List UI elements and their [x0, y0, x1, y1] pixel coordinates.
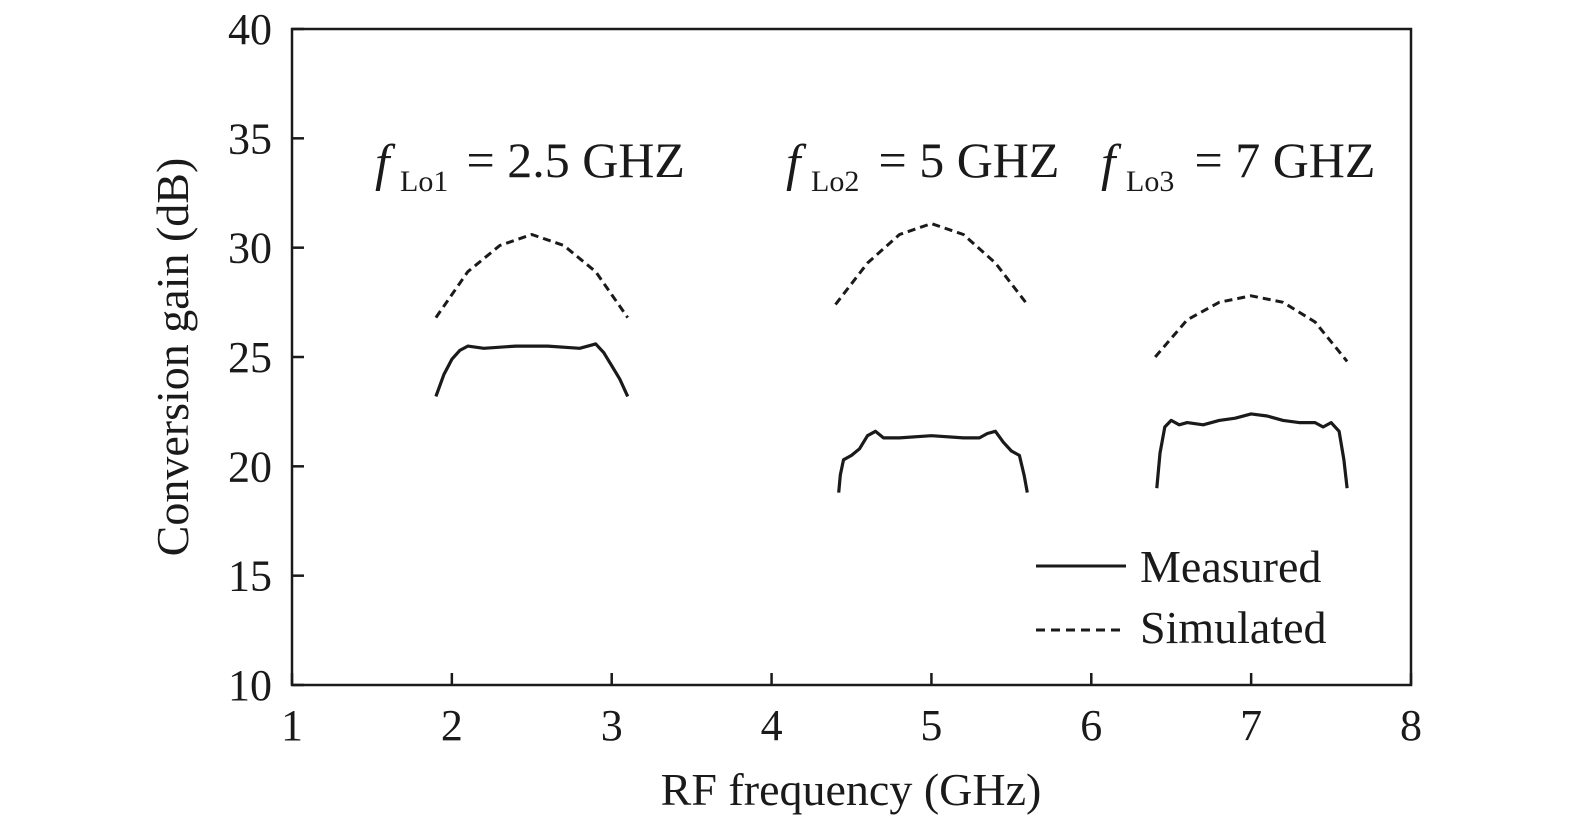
measured-line-3 [1155, 412, 1349, 489]
simulated-line-3 [1154, 294, 1349, 363]
annotation-lo2-text: = 5 GHZ [866, 132, 1059, 188]
annotation-lo3-f: f [1101, 135, 1122, 192]
series-layer [434, 222, 1349, 493]
y-tick-label: 20 [228, 442, 272, 491]
x-tick-label: 1 [281, 701, 303, 750]
annotation-lo1-text: = 2.5 GHZ [454, 132, 685, 188]
x-tick-label: 2 [441, 701, 463, 750]
simulated-line-2 [834, 222, 1029, 306]
annotation-lo1-f: f [375, 135, 396, 192]
measured-line-1 [434, 342, 630, 398]
annotation-lo3-text: = 7 GHZ [1182, 132, 1375, 188]
x-tick-label: 8 [1400, 701, 1422, 750]
y-tick-label: 25 [228, 333, 272, 382]
y-tick-label: 10 [228, 661, 272, 710]
y-tick-label: 30 [228, 224, 272, 273]
y-tick-label: 35 [228, 114, 272, 163]
legend-label-simulated: Simulated [1140, 602, 1327, 653]
x-axis-title: RF frequency (GHz) [661, 764, 1042, 815]
measured-line-2 [837, 429, 1029, 493]
y-axis-title: Conversion gain (dB) [147, 158, 198, 557]
legend: Measured Simulated [1036, 541, 1327, 653]
x-tick-label: 3 [601, 701, 623, 750]
annotation-lo2-sub: Lo2 [811, 165, 859, 198]
annotation-lo2-f: f [786, 135, 807, 192]
x-tick-label: 7 [1240, 701, 1262, 750]
annotation-lo1: f Lo1 = 2.5 GHZ [375, 132, 685, 198]
x-tick-label: 4 [761, 701, 783, 750]
legend-label-measured: Measured [1140, 541, 1321, 592]
annotation-lo3-sub: Lo3 [1126, 165, 1174, 198]
annotation-lo3: f Lo3 = 7 GHZ [1101, 132, 1375, 198]
x-tick-label: 5 [920, 701, 942, 750]
y-tick-label: 15 [228, 552, 272, 601]
y-tick-label: 40 [228, 5, 272, 54]
x-tick-label: 6 [1080, 701, 1102, 750]
annotation-lo1-sub: Lo1 [400, 165, 448, 198]
simulated-line-1 [434, 233, 629, 319]
annotation-lo2: f Lo2 = 5 GHZ [786, 132, 1059, 198]
axis-ticks: 1 2 3 4 5 6 7 8 10 15 20 25 30 35 40 [228, 5, 1422, 750]
